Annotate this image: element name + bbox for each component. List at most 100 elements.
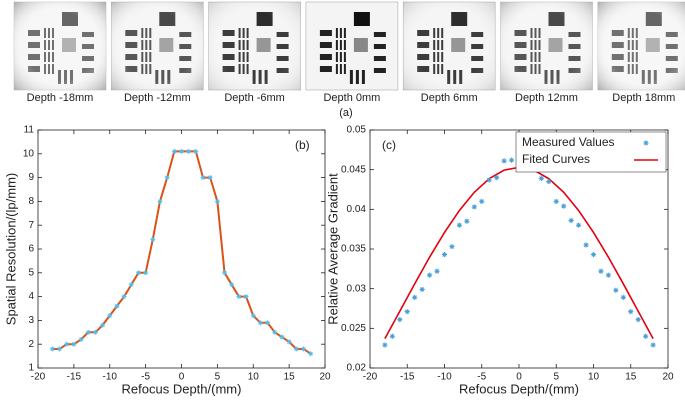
point-marker	[200, 175, 206, 181]
target-image	[208, 1, 301, 91]
point-marker	[64, 341, 70, 347]
scatter-point	[434, 268, 440, 274]
x-tick-label: 15	[284, 372, 296, 383]
target-bars	[349, 70, 353, 84]
target-image	[402, 1, 496, 91]
target-center	[353, 38, 368, 52]
image-caption: Depth 0mm	[323, 92, 380, 104]
y-tick-label: 0.045	[341, 164, 366, 175]
x-tick-label: -20	[31, 372, 46, 383]
scatter-point	[546, 178, 552, 185]
point-marker	[272, 329, 278, 335]
target-bars	[361, 70, 365, 84]
target-bars	[373, 32, 386, 37]
x-tick-label: 0	[179, 372, 185, 383]
point-marker	[300, 346, 306, 352]
x-tick-label: 10	[248, 372, 260, 383]
point-marker	[85, 329, 91, 335]
point-marker	[236, 294, 242, 300]
scatter-point	[576, 222, 582, 228]
y-axis-label: Spatial Resolution/(lp/mm)	[3, 173, 18, 325]
scatter-point	[449, 244, 455, 250]
y-tick-label: 0.025	[341, 323, 366, 334]
point-marker	[107, 313, 113, 319]
x-tick-label: 15	[625, 372, 637, 383]
plot-area	[37, 129, 326, 369]
scatter-point	[538, 175, 544, 181]
target-bars	[355, 70, 359, 84]
scatter-point	[620, 294, 626, 300]
point-marker	[135, 270, 141, 276]
point-marker	[207, 175, 213, 181]
point-marker	[171, 148, 177, 154]
x-tick-label: 10	[588, 372, 600, 383]
target-bars	[373, 44, 386, 49]
y-tick-label: 3	[28, 315, 34, 326]
x-axis-label: Refocus Depth/(mm)	[459, 381, 579, 396]
vignette	[111, 2, 204, 90]
x-tick-label: -10	[103, 372, 118, 383]
scatter-point	[389, 333, 395, 339]
target-bars	[343, 52, 346, 62]
x-tick-label: -20	[363, 372, 378, 383]
point-marker	[222, 270, 228, 276]
target-bars	[319, 66, 332, 72]
point-marker	[193, 148, 199, 154]
target-square	[353, 12, 370, 26]
y-tick-label: 0.02	[347, 363, 367, 374]
point-marker	[186, 148, 192, 154]
target-bars	[343, 40, 346, 50]
scatter-point	[471, 204, 477, 210]
scatter-point	[456, 222, 462, 228]
target-image	[597, 1, 685, 91]
image-caption: Depth 6mm	[421, 92, 478, 104]
y-tick-label: 0.035	[341, 244, 366, 255]
y-tick-label: 2	[28, 339, 34, 350]
point-marker	[214, 198, 220, 204]
point-marker	[114, 303, 120, 309]
scatter-point	[553, 198, 559, 204]
scatter-point	[464, 218, 470, 224]
y-tick-label: 4	[28, 291, 34, 302]
scatter-point	[397, 317, 403, 323]
fit-curve	[384, 166, 654, 340]
target-bars	[339, 40, 342, 50]
point-marker	[150, 236, 156, 242]
target-image	[500, 1, 593, 91]
point-marker	[49, 346, 55, 352]
point-marker	[100, 322, 106, 328]
scatter-point	[643, 333, 649, 339]
image-caption: Depth -12mm	[124, 92, 191, 104]
image-caption: Depth 12mm	[515, 92, 578, 104]
point-marker	[257, 320, 263, 326]
point-marker	[121, 294, 127, 300]
scatter-point	[412, 294, 418, 300]
y-tick-label: 9	[28, 172, 34, 183]
target-bars	[343, 64, 346, 74]
point-marker	[265, 320, 271, 326]
point-marker	[128, 282, 134, 288]
scatter-point	[561, 203, 567, 209]
legend-box	[515, 131, 667, 173]
y-tick-label: 1	[28, 363, 34, 374]
x-tick-label: 20	[662, 372, 674, 383]
scatter-point	[508, 157, 515, 163]
target-bars	[343, 28, 346, 38]
scatter-point	[590, 251, 597, 258]
point-marker	[293, 346, 299, 352]
panel-label: (c)	[382, 138, 396, 152]
target-bars	[335, 52, 338, 62]
target-bars	[339, 64, 342, 74]
panel-label: (a)	[339, 107, 352, 119]
point-marker	[308, 351, 314, 357]
x-tick-label: -15	[400, 372, 415, 383]
panel-label: (b)	[295, 138, 310, 152]
image-row: Depth -18mm Depth -12mm Depth -6mm Depth 0m…	[13, 1, 685, 104]
point-marker	[78, 336, 84, 342]
target-bars	[335, 40, 338, 50]
y-tick-label: 5	[28, 267, 34, 278]
x-tick-label: -15	[67, 372, 82, 383]
x-tick-label: 20	[319, 372, 331, 383]
vignette	[14, 2, 106, 90]
y-tick-label: 10	[23, 148, 35, 159]
